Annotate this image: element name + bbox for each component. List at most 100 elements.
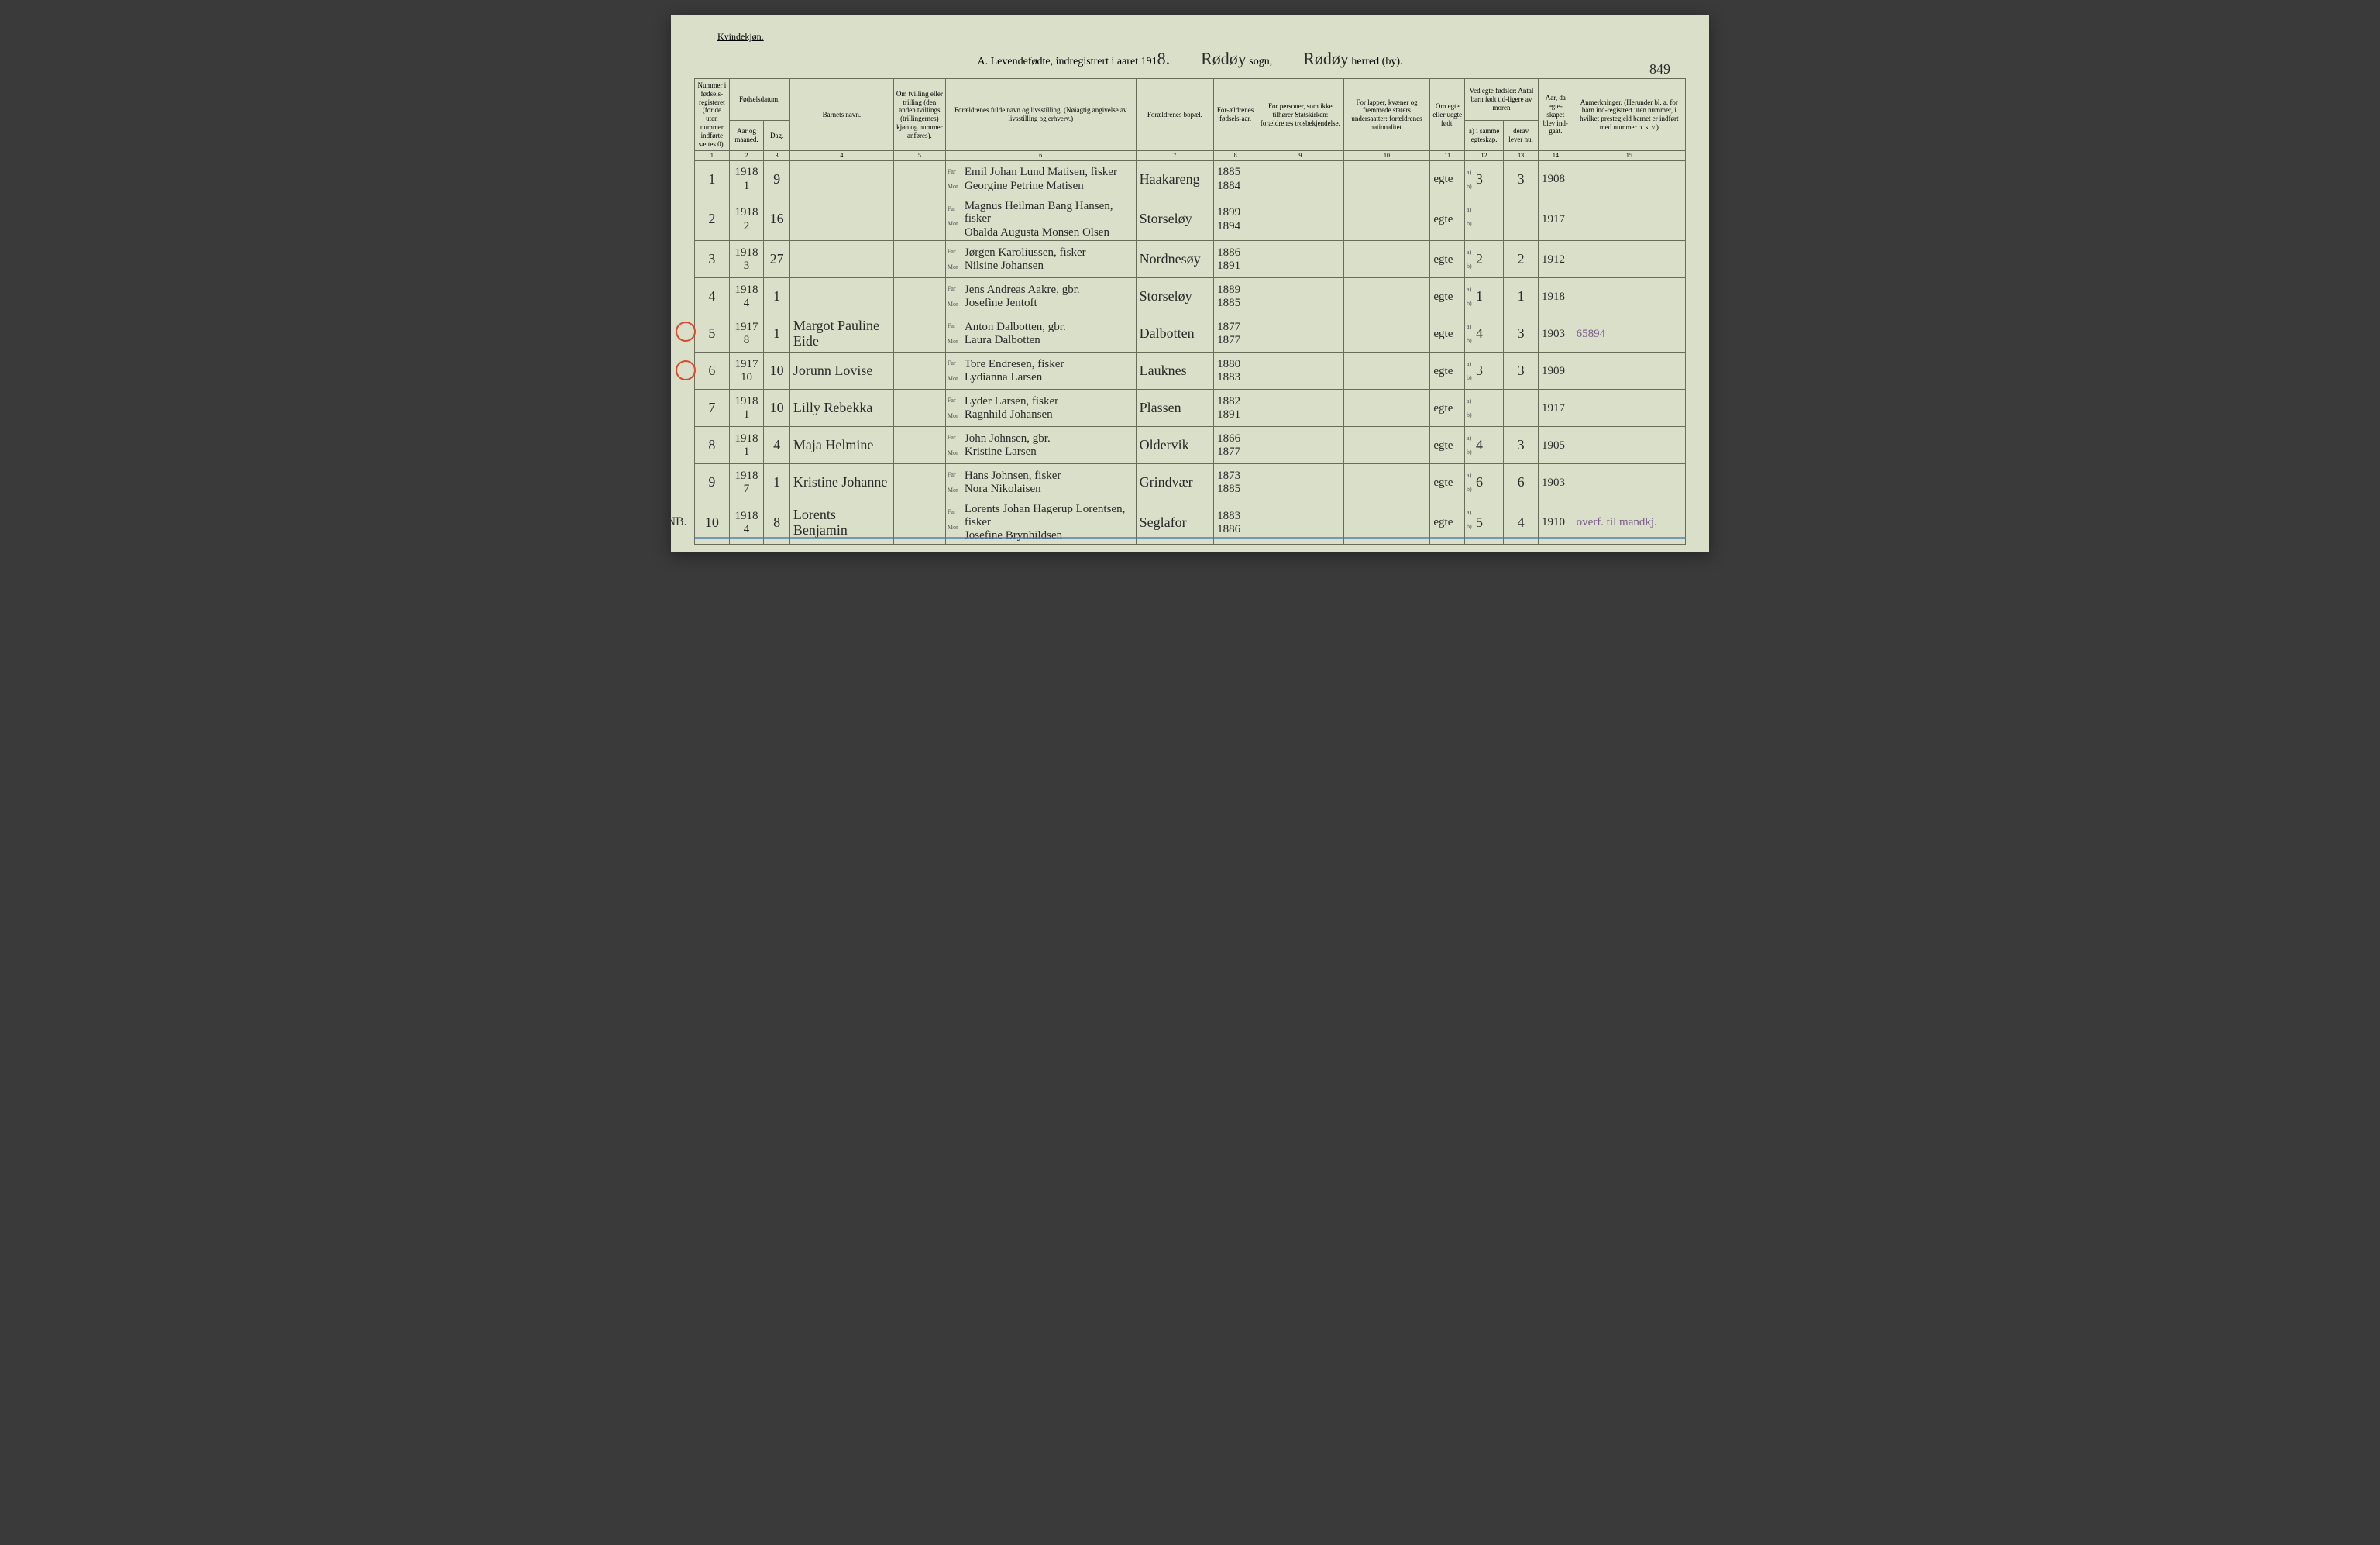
prior-children-a: a)b)2 <box>1465 241 1504 278</box>
year-suffix: 8. <box>1157 49 1171 68</box>
col-header-12b: derav lever nu. <box>1504 121 1539 151</box>
day: 1 <box>764 315 790 353</box>
child-name: Jorunn Lovise <box>789 353 893 390</box>
colnum: 10 <box>1343 151 1430 161</box>
legitimate: egte <box>1430 427 1465 464</box>
year-month: 19178 <box>729 315 764 353</box>
marriage-year: 1912 <box>1538 241 1573 278</box>
residence: Storseløy <box>1136 278 1214 315</box>
herred-handwritten: Rødøy <box>1303 49 1349 68</box>
birth-years: 18771877 <box>1214 315 1257 353</box>
birth-years: 18991894 <box>1214 198 1257 241</box>
child-name <box>789 241 893 278</box>
column-number-row: 1 2 3 4 5 6 7 8 9 10 11 12 13 14 15 <box>695 151 1686 161</box>
blue-underline <box>694 537 1686 539</box>
year-month: 19181 <box>729 160 764 198</box>
residence: Grindvær <box>1136 464 1214 501</box>
parents: FarMorEmil Johan Lund Matisen, fiskerGeo… <box>945 160 1136 198</box>
legitimate: egte <box>1430 241 1465 278</box>
twin-info <box>893 241 945 278</box>
child-name <box>789 160 893 198</box>
col-header-14: Aar, da egte-skapet blev ind-gaat. <box>1538 79 1573 151</box>
table-row: 31918327FarMorJørgen Karoliussen, fisker… <box>695 241 1686 278</box>
register-page: Kvindekjøn. A. Levendefødte, indregistre… <box>671 15 1709 552</box>
year-month: 19187 <box>729 464 764 501</box>
nationality <box>1343 464 1430 501</box>
col-header-11: Om egte eller uegte født. <box>1430 79 1465 151</box>
residence: Nordnesøy <box>1136 241 1214 278</box>
children-living: 6 <box>1504 464 1539 501</box>
col-header-7: Forældrenes bopæl. <box>1136 79 1214 151</box>
children-living: 2 <box>1504 241 1539 278</box>
colnum: 8 <box>1214 151 1257 161</box>
year-month: 191710 <box>729 353 764 390</box>
legitimate: egte <box>1430 390 1465 427</box>
prior-children-a: a)b)6 <box>1465 464 1504 501</box>
marriage-year: 1909 <box>1538 353 1573 390</box>
day: 4 <box>764 427 790 464</box>
row-number: 8 <box>695 427 730 464</box>
residence: Dalbotten <box>1136 315 1214 353</box>
religion <box>1257 198 1344 241</box>
residence: Storseløy <box>1136 198 1214 241</box>
legitimate: egte <box>1430 278 1465 315</box>
birth-years: 18861891 <box>1214 241 1257 278</box>
prior-children-a: a)b)3 <box>1465 160 1504 198</box>
marriage-year: 1917 <box>1538 390 1573 427</box>
remarks <box>1573 198 1685 241</box>
parents: FarMorHans Johnsen, fiskerNora Nikolaise… <box>945 464 1136 501</box>
row-number: 9 <box>695 464 730 501</box>
birth-years: 18801883 <box>1214 353 1257 390</box>
row-number: 3 <box>695 241 730 278</box>
children-living <box>1504 390 1539 427</box>
religion <box>1257 278 1344 315</box>
child-name: Maja Helmine <box>789 427 893 464</box>
birth-years: 18891885 <box>1214 278 1257 315</box>
parents: FarMorJørgen Karoliussen, fiskerNilsine … <box>945 241 1136 278</box>
marriage-year: 1903 <box>1538 464 1573 501</box>
remarks <box>1573 353 1685 390</box>
twin-info <box>893 278 945 315</box>
year-month: 19181 <box>729 390 764 427</box>
twin-info <box>893 353 945 390</box>
prior-children-a: a)b) <box>1465 390 1504 427</box>
residence: Oldervik <box>1136 427 1214 464</box>
colnum: 14 <box>1538 151 1573 161</box>
nationality <box>1343 241 1430 278</box>
colnum: 12 <box>1465 151 1504 161</box>
children-living: 3 <box>1504 315 1539 353</box>
col-header-1: Nummer i fødsels-registeret (for de uten… <box>695 79 730 151</box>
colnum: 15 <box>1573 151 1685 161</box>
nationality <box>1343 198 1430 241</box>
religion <box>1257 315 1344 353</box>
nationality <box>1343 390 1430 427</box>
day: 10 <box>764 390 790 427</box>
sogn-handwritten: Rødøy <box>1201 49 1247 68</box>
year-month: 19183 <box>729 241 764 278</box>
colnum: 11 <box>1430 151 1465 161</box>
row-number: 4 <box>695 278 730 315</box>
children-living: 3 <box>1504 427 1539 464</box>
parents: FarMorLyder Larsen, fiskerRagnhild Johan… <box>945 390 1136 427</box>
religion <box>1257 427 1344 464</box>
twin-info <box>893 160 945 198</box>
table-row: 71918110Lilly RebekkaFarMorLyder Larsen,… <box>695 390 1686 427</box>
twin-info <box>893 390 945 427</box>
colnum: 2 <box>729 151 764 161</box>
marriage-year: 1918 <box>1538 278 1573 315</box>
year-month: 19184 <box>729 278 764 315</box>
twin-info <box>893 315 945 353</box>
col-header-8: For-ældrenes fødsels-aar. <box>1214 79 1257 151</box>
parents: FarMorJohn Johnsen, gbr.Kristine Larsen <box>945 427 1136 464</box>
col-header-10: For lapper, kvæner og fremmede staters u… <box>1343 79 1430 151</box>
residence: Plassen <box>1136 390 1214 427</box>
herred-label: herred (by). <box>1351 56 1402 67</box>
child-name: Margot Pauline Eide <box>789 315 893 353</box>
row-number: 2 <box>695 198 730 241</box>
page-number: 849 <box>1649 62 1670 77</box>
year-month: 19181 <box>729 427 764 464</box>
colnum: 7 <box>1136 151 1214 161</box>
marriage-year: 1917 <box>1538 198 1573 241</box>
religion <box>1257 160 1344 198</box>
col-header-12a: a) i samme egteskap. <box>1465 121 1504 151</box>
